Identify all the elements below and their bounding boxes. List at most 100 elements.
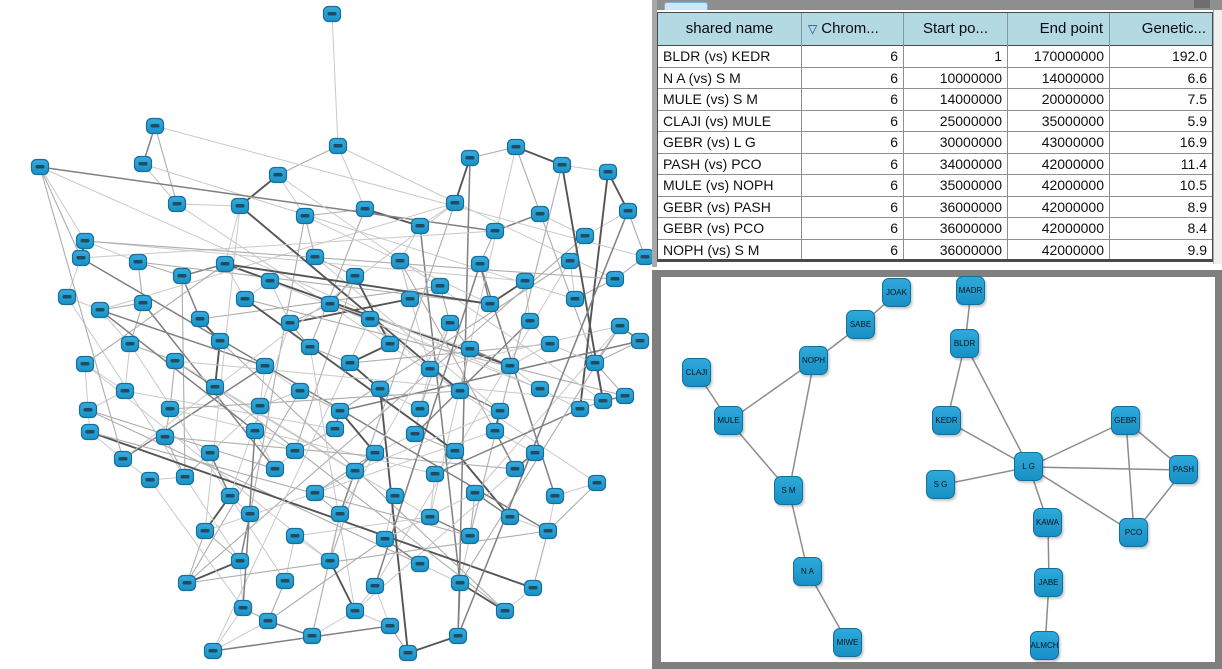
column-header-genetic[interactable]: Genetic... <box>1110 13 1212 46</box>
overview-edge <box>154 125 646 258</box>
network-node-n-a[interactable]: N A <box>793 557 822 586</box>
overview-edge <box>304 208 366 217</box>
network-node-pco[interactable]: PCO <box>1119 518 1148 547</box>
network-edge-l-g-pash[interactable] <box>1028 466 1185 471</box>
overview-node-label <box>425 515 435 519</box>
network-node-pash[interactable]: PASH <box>1169 455 1198 484</box>
overview-node-label <box>170 359 180 363</box>
overview-node-label <box>62 295 72 299</box>
table-cell-end-point: 42000000 <box>1008 239 1110 259</box>
table-cell-start-po: 10000000 <box>904 67 1008 88</box>
overview-edge <box>154 125 178 205</box>
table-cell-shared-name: CLAJI (vs) MULE <box>658 110 802 131</box>
network-node-miwe[interactable]: MIWE <box>833 628 862 657</box>
overview-edge <box>337 145 366 210</box>
column-header-chrom[interactable]: ▽ Chrom... <box>802 13 904 46</box>
overview-node-label <box>615 324 625 328</box>
table-row[interactable]: GEBR (vs) L G 6 30000000 43000000 16.9 <box>658 132 1212 154</box>
table-row[interactable]: BLDR (vs) KEDR 6 1 170000000 192.0 <box>658 46 1212 68</box>
table-row[interactable]: PASH (vs) PCO 6 34000000 42000000 11.4 <box>658 153 1212 175</box>
table-cell-genetic: 11.4 <box>1180 155 1207 172</box>
column-header-end-point[interactable]: End point <box>1008 13 1110 46</box>
table-row[interactable]: GEBR (vs) PCO 6 36000000 42000000 8.4 <box>658 218 1212 240</box>
overview-node-label <box>83 408 93 412</box>
network-node-s-m[interactable]: S M <box>774 476 803 505</box>
table-scrollbar-track[interactable] <box>1213 10 1222 264</box>
overview-node-label <box>200 529 210 533</box>
overview-edge <box>414 320 531 435</box>
network-edge-noph-s-m[interactable] <box>788 360 815 492</box>
table-cell-start-po: 34000000 <box>904 153 1008 174</box>
overview-node-label <box>335 409 345 413</box>
overview-edge <box>176 203 241 207</box>
network-node-noph[interactable]: NOPH <box>799 346 828 375</box>
overview-edge <box>204 205 241 532</box>
network-node-jabe[interactable]: JABE <box>1034 568 1063 597</box>
overview-node-label <box>520 279 530 283</box>
table-row[interactable]: CLAJI (vs) MULE 6 25000000 35000000 5.9 <box>658 110 1212 132</box>
network-edge-bldr-l-g[interactable] <box>964 343 1030 468</box>
table-cell-start-po: 1 <box>904 46 1008 67</box>
column-header-shared-name[interactable]: shared name <box>658 13 802 46</box>
overview-node-label <box>350 274 360 278</box>
table-cell-shared-name: MULE (vs) S M <box>658 89 802 110</box>
main-network-canvas[interactable] <box>0 0 652 669</box>
overview-node-label <box>535 212 545 216</box>
overview-edge <box>354 275 391 345</box>
column-header-label: Genetic... <box>1141 20 1206 37</box>
overview-edge <box>294 275 356 452</box>
table-cell-shared-name: GEBR (vs) PASH <box>658 196 802 217</box>
overview-node-label <box>295 389 305 393</box>
overview-node-label <box>238 606 248 610</box>
table-row[interactable]: MULE (vs) S M 6 14000000 20000000 7.5 <box>658 89 1212 111</box>
column-header-label: Start po... <box>922 20 989 37</box>
network-node-kawa[interactable]: KAWA <box>1033 508 1062 537</box>
subnetwork-canvas[interactable]: JOAK MADR SABE BLDR NOPH CLAJI KEDR GEBR MULE L G… <box>661 276 1215 662</box>
column-header-label: Chrom... <box>821 20 879 37</box>
overview-node-label <box>263 619 273 623</box>
filter-icon[interactable]: ▽ <box>808 22 818 36</box>
overview-node-label <box>240 297 250 301</box>
table-row[interactable]: NOPH (vs) S M 6 36000000 42000000 9.9 <box>658 239 1212 261</box>
overview-node-label <box>450 449 460 453</box>
overview-node-label <box>300 214 310 218</box>
network-node-almch[interactable]: ALMCH <box>1030 631 1059 660</box>
overview-node-label <box>210 385 220 389</box>
network-node-l-g[interactable]: L G <box>1014 452 1043 481</box>
overview-edge <box>99 309 266 367</box>
table-row[interactable]: N A (vs) S M 6 10000000 14000000 6.6 <box>658 67 1212 89</box>
network-node-claji[interactable]: CLAJI <box>682 358 711 387</box>
overview-node-label <box>208 649 218 653</box>
network-node-madr[interactable]: MADR <box>956 276 985 305</box>
network-node-s-g[interactable]: S G <box>926 470 955 499</box>
column-header-start-po[interactable]: Start po... <box>904 13 1008 46</box>
network-node-bldr[interactable]: BLDR <box>950 329 979 358</box>
overview-node-label <box>76 256 86 260</box>
overview-edge <box>309 208 366 348</box>
overview-node-label <box>390 494 400 498</box>
scrollbar-handle[interactable] <box>1194 0 1210 8</box>
network-node-kedr[interactable]: KEDR <box>932 406 961 435</box>
overview-node-label <box>225 494 235 498</box>
overview-node-label <box>245 512 255 516</box>
overview-node-label <box>453 634 463 638</box>
network-node-sabe[interactable]: SABE <box>846 310 875 339</box>
table-cell-genetic: 10.5 <box>1179 177 1207 193</box>
table-row[interactable]: GEBR (vs) PASH 6 36000000 42000000 8.9 <box>658 196 1212 218</box>
overview-edge <box>369 318 431 370</box>
table-row[interactable]: MULE (vs) NOPH 6 35000000 42000000 10.5 <box>658 175 1212 197</box>
overview-edge <box>374 263 481 587</box>
network-node-mule[interactable]: MULE <box>714 406 743 435</box>
overview-edge <box>87 409 421 565</box>
overview-node-label <box>165 407 175 411</box>
network-edge-l-g-pco[interactable] <box>1028 466 1135 534</box>
network-edge-gebr-pco[interactable] <box>1125 420 1135 534</box>
network-edge-l-g-gebr[interactable] <box>1028 420 1127 468</box>
network-node-gebr[interactable]: GEBR <box>1111 406 1140 435</box>
table-tab[interactable] <box>664 2 708 10</box>
network-node-joak[interactable]: JOAK <box>882 278 911 307</box>
overview-edge <box>214 386 506 612</box>
panel-divider[interactable] <box>652 0 657 267</box>
table-cell-chrom: 6 <box>802 218 904 239</box>
overview-node-label <box>545 342 555 346</box>
